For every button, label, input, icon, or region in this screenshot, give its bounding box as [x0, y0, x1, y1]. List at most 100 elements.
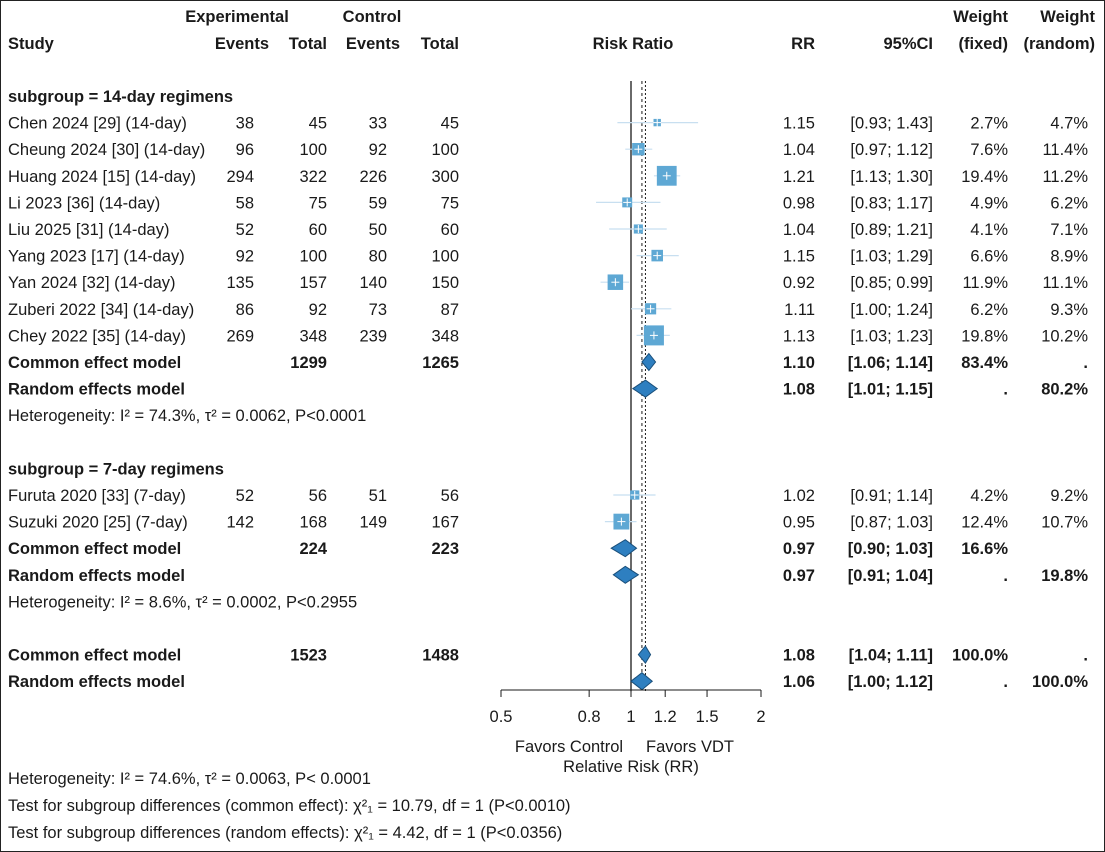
weight-random-value: 9.3% [1050, 301, 1088, 319]
total-control: 223 [431, 540, 459, 558]
study-label: Chey 2022 [35] (14-day) [8, 327, 186, 345]
events-control: 51 [369, 487, 387, 505]
total-experimental: 224 [299, 540, 327, 558]
rr-value: 1.02 [783, 487, 815, 505]
pooled-model-label: Random effects model [8, 673, 185, 691]
weight-fixed-value: 7.6% [970, 141, 1008, 159]
pooled-model-label: Random effects model [8, 381, 185, 399]
study-label: Yan 2024 [32] (14-day) [8, 274, 176, 292]
weight-fixed-value: . [1003, 381, 1008, 399]
events-experimental: 92 [236, 248, 254, 266]
events-control: 140 [359, 274, 387, 292]
total-control: 87 [441, 301, 459, 319]
header-weight-fixed: (fixed) [959, 35, 1009, 53]
study-label: Zuberi 2022 [34] (14-day) [8, 301, 194, 319]
weight-fixed-value: 11.9% [962, 274, 1008, 292]
total-experimental: 56 [309, 487, 327, 505]
weight-fixed-value: 100.0% [952, 647, 1008, 665]
x-tick-label: 1.2 [654, 708, 677, 726]
x-tick-label: 1 [626, 708, 635, 726]
total-experimental: 60 [309, 221, 327, 239]
pooled-model-label: Common effect model [8, 354, 181, 372]
total-control: 100 [431, 141, 459, 159]
weight-random-value: 19.8% [1041, 567, 1088, 585]
pooled-model-label: Common effect model [8, 647, 181, 665]
rr-value: 1.11 [784, 301, 815, 319]
total-control: 100 [431, 248, 459, 266]
study-label: Li 2023 [36] (14-day) [8, 194, 160, 212]
events-control: 80 [369, 248, 387, 266]
study-label: Yang 2023 [17] (14-day) [8, 248, 185, 266]
rr-value: 1.08 [783, 647, 815, 665]
weight-random-value: 6.2% [1050, 194, 1088, 212]
ci-value: [0.90; 1.03] [848, 540, 933, 558]
total-control: 60 [441, 221, 459, 239]
header-control: Control [343, 8, 402, 26]
ci-value: [0.89; 1.21] [850, 221, 933, 239]
rr-value: 0.95 [783, 514, 815, 532]
rr-value: 1.21 [783, 168, 815, 186]
ci-value: [0.83; 1.17] [850, 194, 933, 212]
rr-value: 0.98 [783, 194, 815, 212]
footer-heterogeneity-overall: Heterogeneity: I² = 74.6%, τ² = 0.0063, … [8, 770, 371, 788]
rr-value: 1.10 [783, 354, 815, 372]
weight-random-value: 7.1% [1050, 221, 1088, 239]
ci-value: [1.13; 1.30] [850, 168, 933, 186]
total-control: 45 [441, 115, 459, 133]
favors-control-label: Favors Control [515, 738, 623, 756]
rr-value: 1.04 [783, 221, 815, 239]
header-rr: RR [791, 35, 815, 53]
header-total-experimental: Total [289, 35, 327, 53]
ci-value: [1.00; 1.24] [850, 301, 933, 319]
pooled-diamond [630, 672, 654, 691]
total-control: 150 [431, 274, 459, 292]
study-label: Liu 2025 [31] (14-day) [8, 221, 169, 239]
weight-random-value: . [1083, 354, 1088, 372]
weight-random-value: 11.1% [1042, 274, 1088, 292]
weight-fixed-value: 16.6% [961, 540, 1008, 558]
footer-text: Favors Control Favors VDT Relative Risk … [8, 738, 734, 842]
pooled-model-label: Common effect model [8, 540, 181, 558]
total-control: 75 [441, 194, 459, 212]
ci-value: [1.06; 1.14] [848, 354, 933, 372]
events-control: 226 [359, 168, 387, 186]
x-axis-label: Relative Risk (RR) [563, 758, 699, 776]
ci-value: [1.04; 1.11] [849, 647, 933, 665]
weight-random-value: 11.2% [1042, 168, 1088, 186]
total-experimental: 1523 [290, 647, 327, 665]
rr-value: 1.08 [783, 381, 815, 399]
rr-value: 0.97 [783, 567, 815, 585]
weight-random-value: 80.2% [1041, 381, 1088, 399]
events-experimental: 58 [236, 194, 254, 212]
total-experimental: 157 [299, 274, 327, 292]
weight-random-value: . [1083, 647, 1088, 665]
total-control: 1488 [422, 647, 459, 665]
study-label: Cheung 2024 [30] (14-day) [8, 141, 205, 159]
total-experimental: 75 [309, 194, 327, 212]
header-95ci: 95%CI [883, 35, 933, 53]
ci-value: [1.00; 1.12] [848, 673, 933, 691]
events-experimental: 135 [226, 274, 254, 292]
pooled-diamond [631, 379, 659, 398]
study-label: Chen 2024 [29] (14-day) [8, 115, 187, 133]
weight-fixed-value: . [1003, 673, 1008, 691]
total-control: 56 [441, 487, 459, 505]
weight-random-value: 10.2% [1041, 327, 1088, 345]
events-experimental: 52 [236, 487, 254, 505]
x-tick-label: 0.5 [490, 708, 513, 726]
events-experimental: 294 [226, 168, 254, 186]
total-experimental: 1299 [290, 354, 327, 372]
total-experimental: 168 [299, 514, 327, 532]
weight-fixed-value: 19.4% [961, 168, 1008, 186]
events-control: 59 [369, 194, 387, 212]
header-total-control: Total [421, 35, 459, 53]
pooled-diamond [610, 539, 638, 558]
table-header: Experimental Control Study Events Total … [8, 8, 1095, 53]
ci-value: [1.03; 1.29] [850, 248, 933, 266]
pooled-diamond [641, 352, 657, 372]
rr-value: 1.13 [783, 327, 815, 345]
weight-fixed-value: 12.4% [961, 514, 1008, 532]
rr-value: 1.06 [783, 673, 815, 691]
favors-vdt-label: Favors VDT [646, 738, 734, 756]
heterogeneity-text: Heterogeneity: I² = 8.6%, τ² = 0.0002, P… [8, 593, 357, 611]
